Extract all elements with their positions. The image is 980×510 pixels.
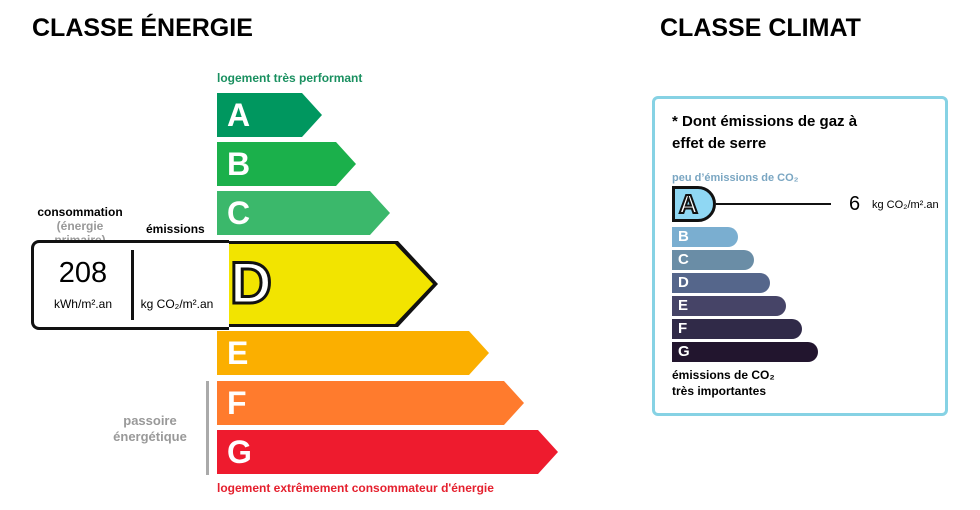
climate-class-g: G bbox=[672, 342, 818, 362]
energy-class-c: C bbox=[217, 191, 390, 235]
passoire-bracket bbox=[206, 381, 209, 475]
energy-class-letter: B bbox=[227, 146, 251, 182]
climate-pointer-line bbox=[716, 203, 831, 205]
energy-value-unit: kWh/m².an bbox=[53, 297, 112, 311]
consumption-title: consommation bbox=[37, 205, 123, 219]
climate-class-e: E bbox=[672, 296, 786, 316]
climate-class-a: A bbox=[672, 186, 716, 222]
emissions-unit: kg CO₂/m².an bbox=[140, 297, 214, 311]
energy-class-letter: C bbox=[227, 195, 251, 231]
climate-bottom-label: émissions de CO₂ très importantes bbox=[672, 368, 775, 398]
energy-class-d: D bbox=[217, 241, 438, 327]
climate-top-label: peu d’émissions de CO₂ bbox=[672, 172, 799, 184]
climate-class-d: D bbox=[672, 273, 770, 293]
passoire-label: passoire énergétique bbox=[113, 413, 187, 444]
value-box: 208 kWh/m².an kg CO₂/m².an bbox=[31, 240, 229, 330]
energy-class-b: B bbox=[217, 142, 356, 186]
energy-class-g: G bbox=[217, 430, 558, 474]
energy-class-letter: F bbox=[227, 385, 247, 421]
energy-title: CLASSE ÉNERGIE bbox=[32, 14, 253, 42]
climate-class-f: F bbox=[672, 319, 802, 339]
climate-class-letter: E bbox=[678, 297, 689, 314]
energy-class-letter: G bbox=[227, 434, 252, 470]
climate-class-letter: A bbox=[678, 188, 699, 220]
climate-unit: kg CO₂/m².an bbox=[872, 199, 939, 211]
climate-class-letter: D bbox=[678, 274, 689, 291]
energy-bottom-label: logement extrêmement consommateur d'éner… bbox=[217, 481, 494, 495]
energy-class-letter: A bbox=[227, 97, 251, 133]
emissions-label: émissions bbox=[146, 222, 205, 236]
climate-class-letter: B bbox=[678, 228, 689, 245]
energy-value: 208 bbox=[58, 257, 108, 289]
climate-title: CLASSE CLIMAT bbox=[660, 14, 861, 42]
energy-class-letter: E bbox=[227, 335, 249, 371]
climate-box: * Dont émissions de gaz à effet de serre… bbox=[652, 96, 948, 416]
climate-class-c: C bbox=[672, 250, 754, 270]
climate-class-b: B bbox=[672, 227, 738, 247]
divider bbox=[131, 250, 134, 320]
climate-note: * Dont émissions de gaz à effet de serre bbox=[672, 113, 858, 152]
climate-class-letter: G bbox=[678, 343, 690, 360]
energy-class-f: F bbox=[217, 381, 524, 425]
climate-value: 6 bbox=[849, 193, 861, 215]
energy-class-a: A bbox=[217, 93, 322, 137]
climate-class-letter: C bbox=[678, 251, 689, 268]
energy-class-letter: D bbox=[229, 250, 274, 317]
energy-class-e: E bbox=[217, 331, 489, 375]
climate-class-letter: F bbox=[678, 320, 688, 337]
energy-top-label: logement très performant bbox=[217, 71, 363, 85]
